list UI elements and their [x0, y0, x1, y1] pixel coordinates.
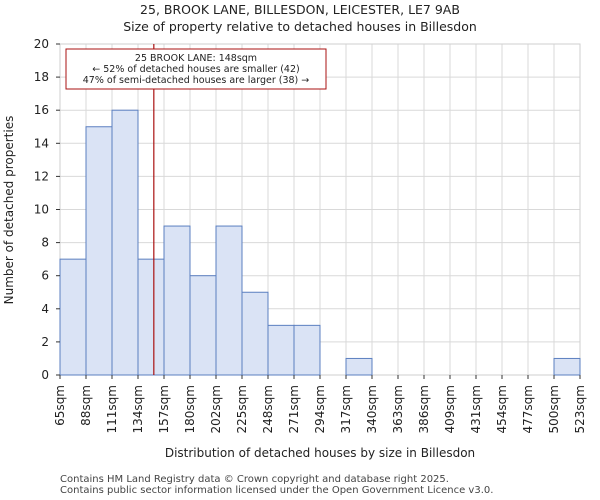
x-tick-label: 180sqm [183, 385, 197, 433]
bar-111sqm [111, 109, 139, 376]
x-tick-label: 225sqm [235, 385, 249, 433]
y-tick-label: 4 [41, 302, 49, 316]
footer-copyright: Contains HM Land Registry data © Crown c… [60, 474, 449, 485]
x-tick-label: 271sqm [287, 385, 301, 433]
y-tick-label: 14 [34, 136, 49, 150]
x-tick-label: 431sqm [469, 385, 483, 433]
x-tick-label: 111sqm [105, 385, 119, 433]
x-tick-label: 340sqm [365, 385, 379, 433]
bar-180sqm [189, 275, 217, 376]
marker-annotation-line-3: 47% of semi-detached houses are larger (… [83, 75, 310, 86]
x-tick-label: 65sqm [53, 385, 67, 426]
marker-annotation-box [65, 48, 327, 90]
x-tick-label: 523sqm [573, 385, 587, 433]
bar-157sqm [163, 225, 191, 376]
bar-202sqm [215, 225, 243, 376]
footer-licence: Contains public sector information licen… [60, 485, 494, 496]
y-tick-label: 8 [41, 236, 49, 250]
property-marker: 25 BROOK LANE: 148sqm← 52% of detached h… [65, 44, 327, 375]
y-tick-label: 6 [41, 269, 49, 283]
x-tick-label: 317sqm [339, 385, 353, 433]
y-tick-label: 20 [34, 37, 49, 51]
x-tick-label: 500sqm [547, 385, 561, 433]
marker-annotation-line-2: ← 52% of detached houses are smaller (42… [92, 64, 299, 75]
x-tick-label: 454sqm [495, 385, 509, 433]
x-axis-label: Distribution of detached houses by size … [165, 446, 475, 460]
x-tick-label: 294sqm [313, 385, 327, 433]
y-tick-label: 10 [34, 203, 49, 217]
bar-225sqm [241, 291, 269, 376]
bar-317sqm [345, 357, 373, 376]
x-tick-label: 157sqm [157, 385, 171, 433]
bar-500sqm [553, 357, 581, 376]
y-tick-label: 0 [41, 368, 49, 382]
y-tick-label: 16 [34, 103, 49, 117]
y-axis-label: Number of detached properties [2, 116, 16, 305]
y-tick-label: 2 [41, 335, 49, 349]
bar-248sqm [267, 324, 295, 376]
bar-65sqm [59, 258, 87, 376]
chart-subtitle: Size of property relative to detached ho… [123, 19, 477, 34]
bar-134sqm [137, 258, 165, 376]
x-tick-label: 202sqm [209, 385, 223, 433]
y-axis: 0 2 4 6 8 10 12 14 16 18 20 [34, 37, 60, 382]
x-axis: 65sqm 88sqm 111sqm 134sqm 157sqm 180sqm 202sqm… [53, 375, 587, 433]
x-tick-label: 409sqm [443, 385, 457, 433]
x-tick-label: 88sqm [79, 385, 93, 426]
x-tick-label: 248sqm [261, 385, 275, 433]
y-tick-label: 18 [34, 70, 49, 84]
x-tick-label: 363sqm [391, 385, 405, 433]
chart-title: 25, BROOK LANE, BILLESDON, LEICESTER, LE… [140, 2, 460, 17]
bar-88sqm [85, 126, 113, 376]
x-tick-label: 134sqm [131, 385, 145, 433]
bar-271sqm [293, 324, 321, 376]
bar-series [59, 109, 581, 376]
x-tick-label: 386sqm [417, 385, 431, 433]
x-tick-label: 477sqm [521, 385, 535, 433]
y-tick-label: 12 [34, 169, 49, 183]
marker-annotation-line-1: 25 BROOK LANE: 148sqm [135, 53, 257, 64]
